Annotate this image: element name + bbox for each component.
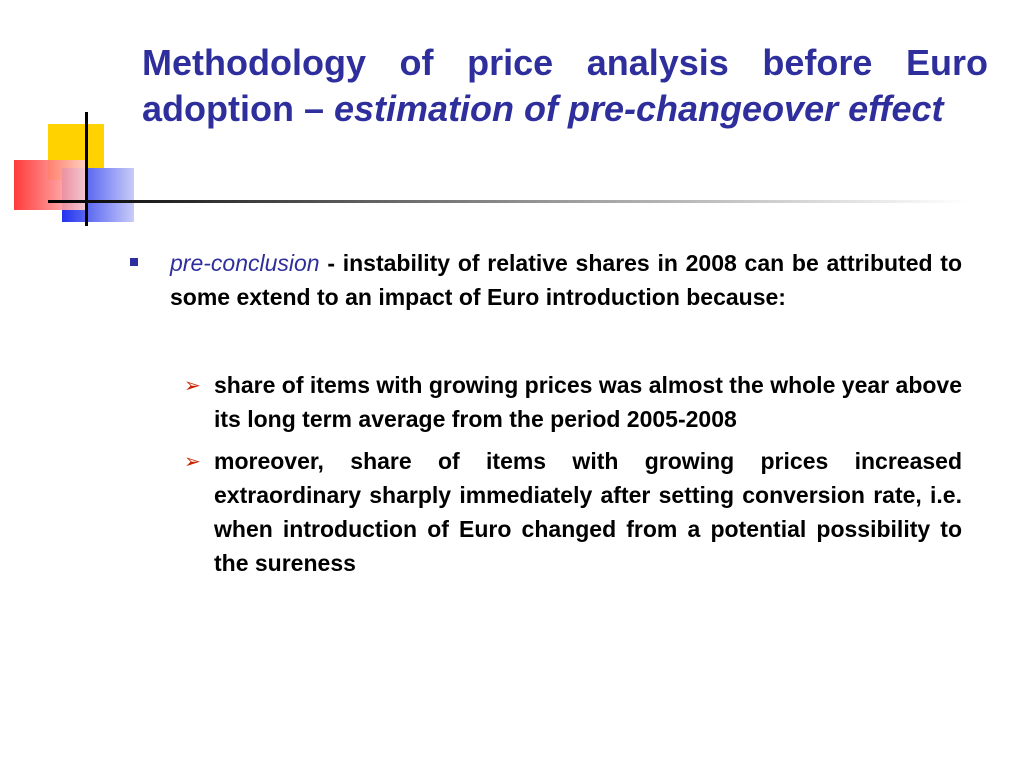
bullet-text: - instability of relative shares in 2008… — [170, 250, 962, 310]
sub-bullet-item: ➢ moreover, share of items with growing … — [130, 444, 962, 580]
title-underline — [48, 200, 968, 203]
slide-body: pre-conclusion - instability of relative… — [130, 246, 962, 580]
title-decoration — [14, 112, 968, 226]
slide-title-main: Methodology of price analysis before Eur… — [142, 42, 988, 129]
bullet-item: pre-conclusion - instability of relative… — [130, 246, 962, 314]
sub-bullet-item: ➢ share of items with growing prices was… — [130, 368, 962, 436]
vertical-line — [85, 112, 88, 226]
arrow-bullet-icon: ➢ — [184, 375, 201, 397]
slide-title: Methodology of price analysis before Eur… — [142, 40, 988, 132]
slide-title-italic: estimation of pre-changeover effect — [334, 88, 944, 129]
square-bullet-icon — [130, 258, 138, 266]
arrow-bullet-icon: ➢ — [184, 451, 201, 473]
bullet-lead: pre-conclusion — [170, 250, 320, 276]
sub-bullet-text: share of items with growing prices was a… — [214, 372, 962, 432]
sub-bullet-text: moreover, share of items with growing pr… — [214, 448, 962, 576]
